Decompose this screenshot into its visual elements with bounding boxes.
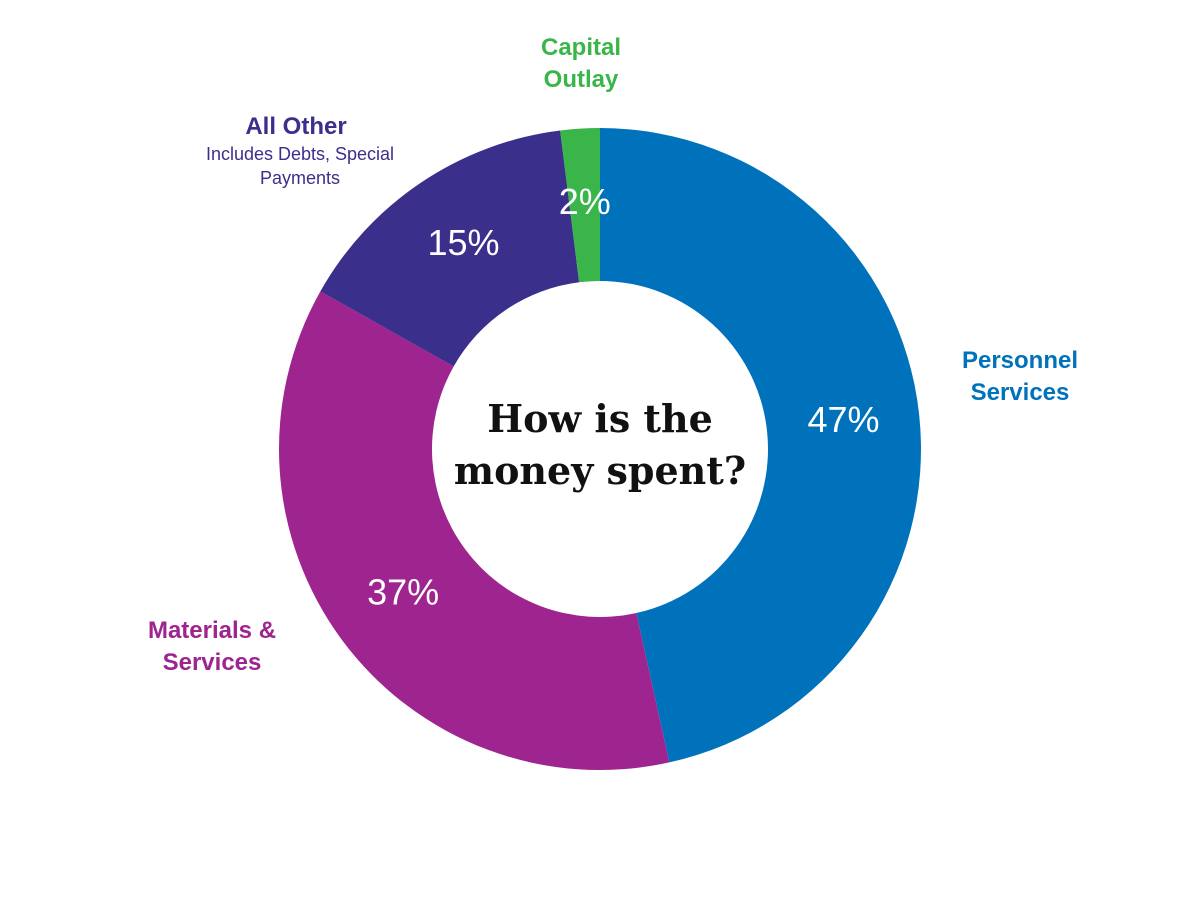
donut-segment [279, 291, 670, 770]
category-label: Personnel Services [961, 347, 1079, 406]
category-label: All Other [245, 113, 347, 140]
donut-segment [600, 128, 921, 763]
value-label: 47% [808, 399, 880, 440]
value-label: 15% [427, 222, 499, 263]
value-label: 2% [559, 181, 611, 222]
donut-segment [320, 130, 580, 367]
category-label: Capital Outlay [540, 34, 621, 93]
annotation: Includes Debts, Special Payments [205, 144, 395, 188]
chart-title: How is the money spent? [453, 396, 747, 493]
donut-segment [560, 128, 600, 283]
category-label: Materials & Services [147, 617, 277, 676]
value-label: 37% [367, 571, 439, 612]
